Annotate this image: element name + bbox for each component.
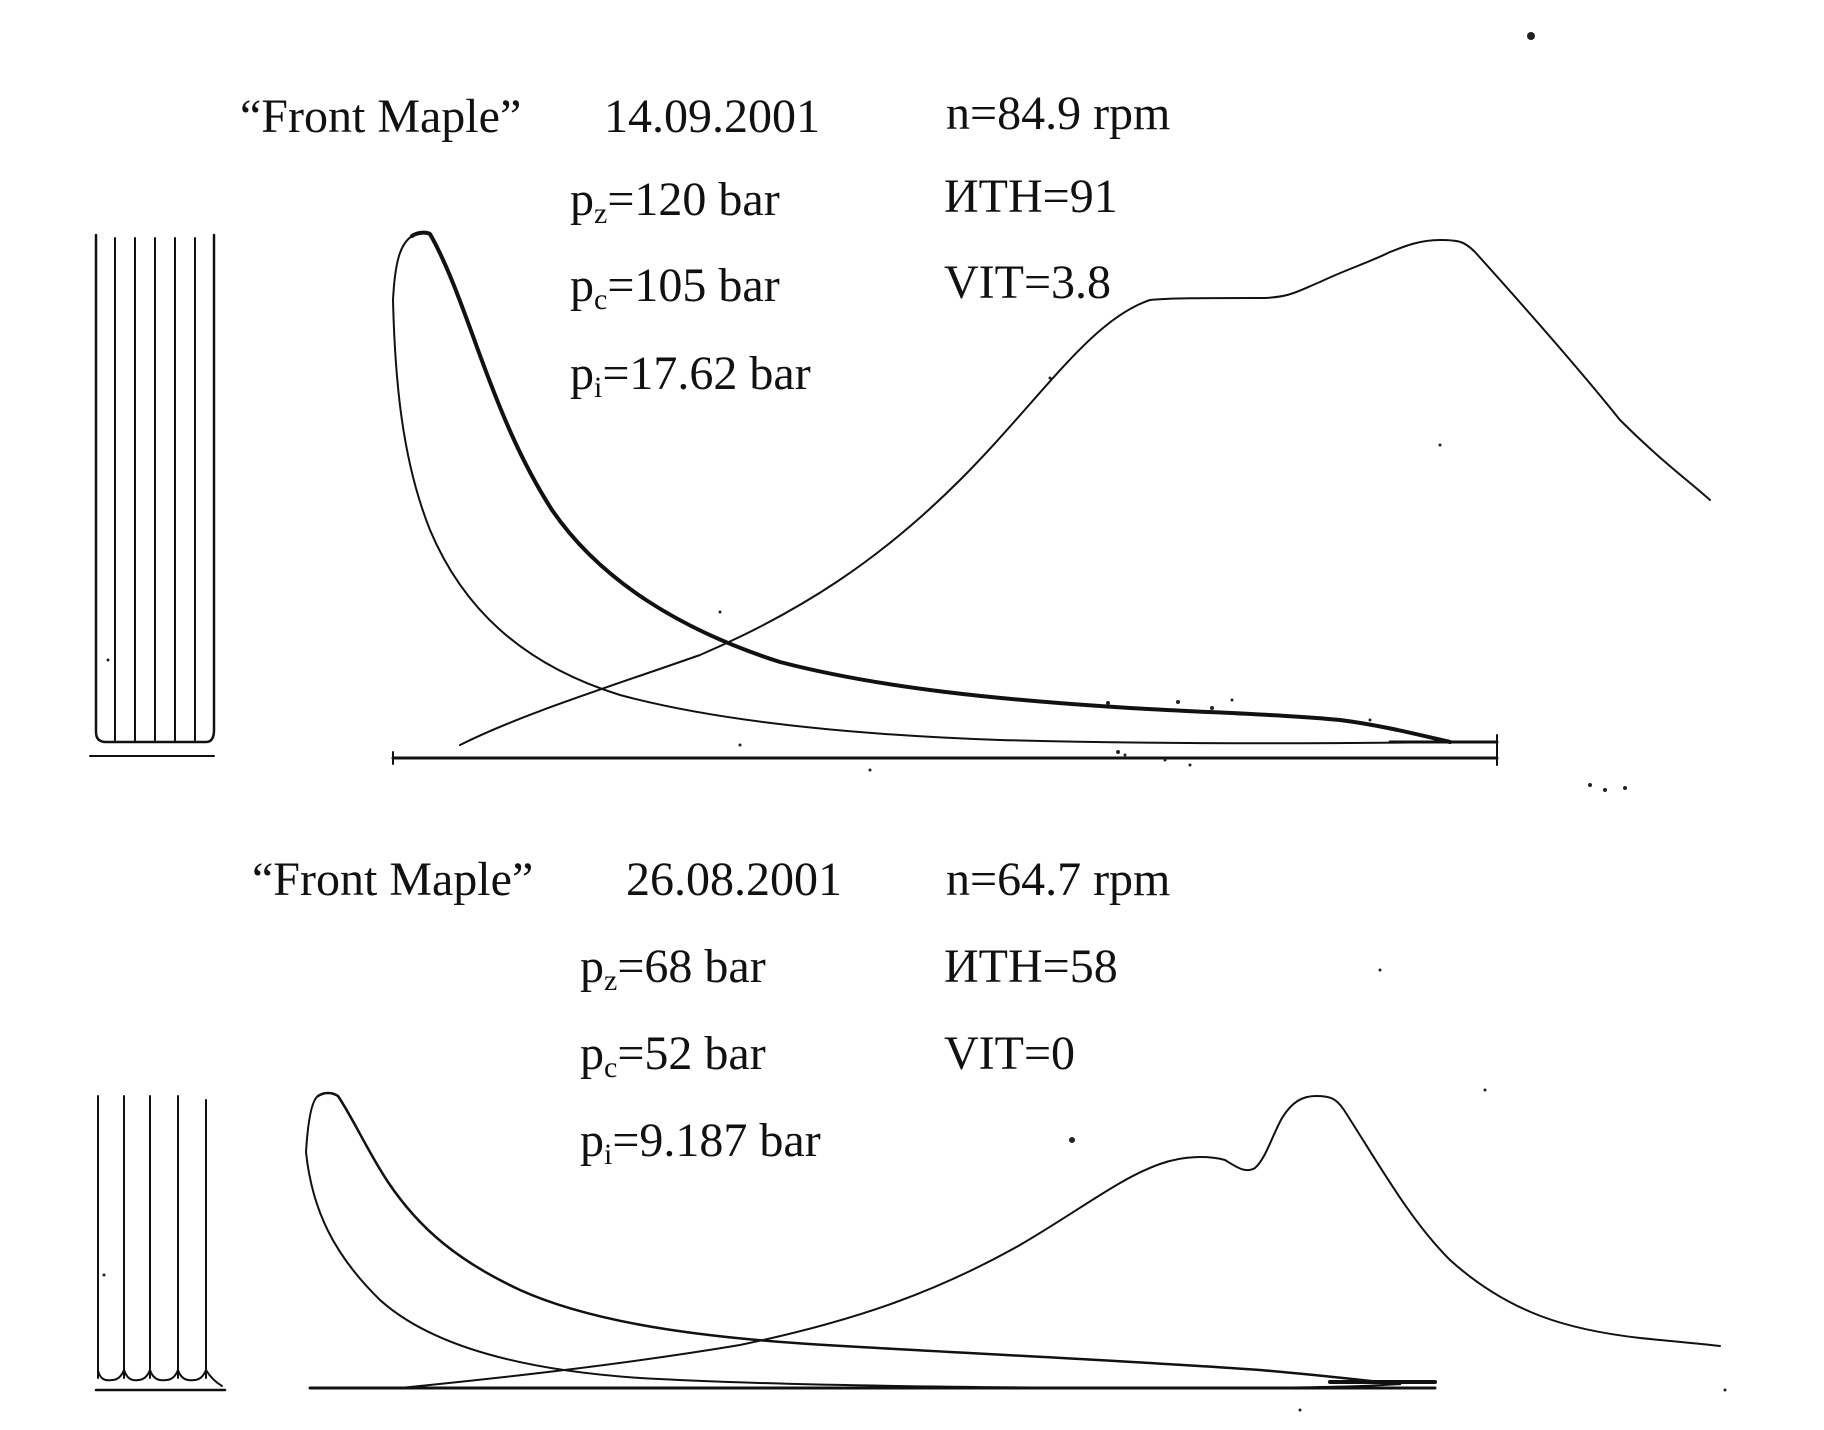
- compression-pressure-label: pc=105 bar: [570, 259, 780, 316]
- vit-label: VIT=3.8: [944, 256, 1112, 309]
- pressure-traces-bottom: [94, 968, 1727, 1412]
- crank-angle-pressure-curve: [399, 1095, 1721, 1389]
- compression-curve: [392, 235, 1451, 745]
- vit-label: VIT=0: [944, 1027, 1076, 1080]
- engine-speed: n=64.7 rpm: [946, 853, 1171, 906]
- stylus-mark: [1527, 32, 1535, 40]
- atmospheric-line: [391, 734, 1499, 766]
- record-date: 14.09.2001: [604, 90, 820, 143]
- scan-noise: [106, 376, 1627, 792]
- pressure-traces-top: [89, 32, 1711, 792]
- ith-label: ИТН=91: [944, 170, 1118, 223]
- calibration-bars: [89, 233, 216, 757]
- expansion-curve: [410, 230, 1452, 744]
- crank-angle-pressure-curve: [459, 239, 1711, 746]
- engine-speed: n=84.9 rpm: [946, 87, 1171, 140]
- indicator-diagram-bottom: “Front Maple” 26.08.2001 n=64.7 rpm pz=6…: [0, 800, 1824, 1430]
- indicator-diagram-top: “Front Maple” 14.09.2001 n=84.9 rpm pz=1…: [89, 32, 1711, 792]
- ith-label: ИТН=58: [944, 940, 1118, 993]
- max-pressure-label: pz=120 bar: [570, 173, 780, 230]
- scan-noise: [102, 968, 1727, 1412]
- max-pressure-label: pz=68 bar: [580, 940, 766, 997]
- expansion-curve: [316, 1091, 1402, 1386]
- record-date: 26.08.2001: [626, 853, 842, 906]
- vessel-name: “Front Maple”: [240, 90, 522, 143]
- mean-indicated-pressure-label: pi=9.187 bar: [580, 1114, 821, 1171]
- vessel-name: “Front Maple”: [252, 853, 534, 906]
- compression-pressure-label: pc=52 bar: [580, 1027, 766, 1084]
- compression-curve: [305, 1095, 1401, 1389]
- mean-indicated-pressure-label: pi=17.62 bar: [570, 347, 811, 404]
- calibration-bars: [94, 1095, 227, 1392]
